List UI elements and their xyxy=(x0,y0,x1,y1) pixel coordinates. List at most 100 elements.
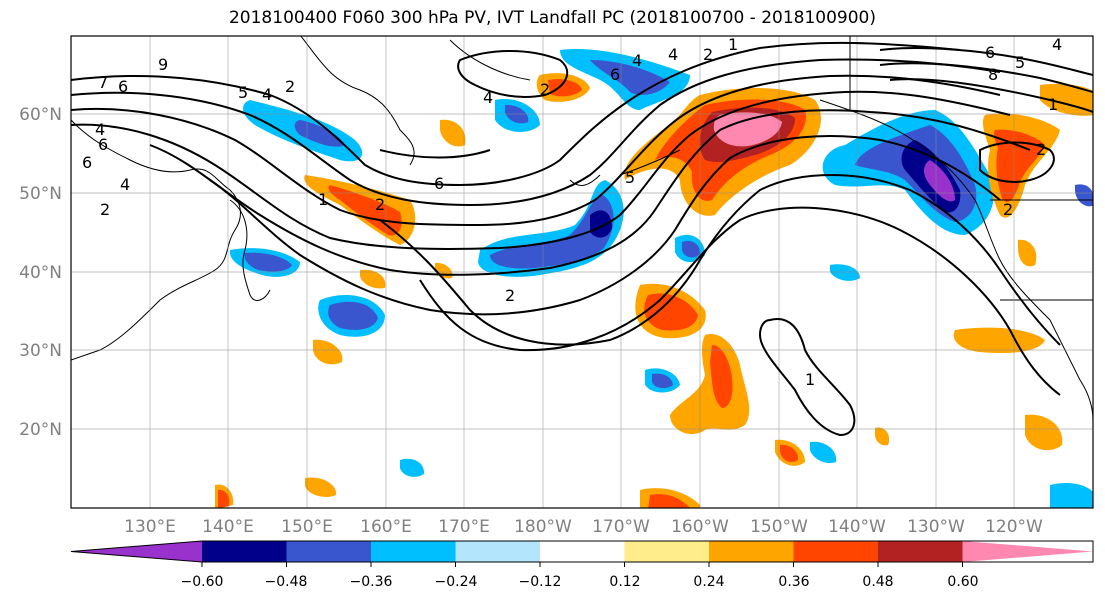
contour-label: 4 xyxy=(1052,35,1062,54)
contour-label: 5 xyxy=(238,83,248,102)
contour-label: 5 xyxy=(625,168,635,187)
contour-label: 4 xyxy=(632,51,642,70)
shading-blob xyxy=(244,252,292,272)
contour-label: 1 xyxy=(1048,95,1058,114)
contour-label: 7 xyxy=(98,73,108,92)
colorbar-bin xyxy=(540,541,625,562)
colorbar-tick-label: 0.36 xyxy=(778,574,809,590)
contour-label: 4 xyxy=(668,45,678,64)
colorbar: −0.60 −0.48 −0.36 −0.24 −0.12 0.12 0.24 … xyxy=(70,540,1094,590)
shading-blob xyxy=(590,60,670,95)
contour-label: 6 xyxy=(434,174,444,193)
shading-blob xyxy=(548,79,582,97)
shading-blob xyxy=(993,129,1045,203)
shading-blob xyxy=(360,269,386,289)
shading-blob xyxy=(590,210,612,238)
lon-label: 140°E xyxy=(202,517,254,537)
shading-blob xyxy=(1050,483,1093,508)
lon-label: 140°W xyxy=(828,517,886,537)
colorbar-ticks: −0.60 −0.48 −0.36 −0.24 −0.12 0.12 0.24 … xyxy=(181,574,979,590)
shading-blob xyxy=(490,195,614,269)
shading-blob xyxy=(400,458,425,477)
lat-label: 30°N xyxy=(19,341,62,361)
colorbar-tick-label: 0.48 xyxy=(862,574,893,590)
map-area xyxy=(71,36,1093,508)
contour-label: 2 xyxy=(375,195,385,214)
contour-label: 6 xyxy=(118,77,128,96)
shading-blob xyxy=(648,494,690,508)
lon-label: 160°E xyxy=(360,517,412,537)
shading-blob xyxy=(780,444,799,463)
shading-blob xyxy=(874,427,890,446)
colorbar-tick-label: −0.48 xyxy=(265,574,308,590)
lon-label: 170°W xyxy=(592,517,650,537)
shading-blob xyxy=(682,240,701,258)
shading-blob xyxy=(713,112,782,147)
shading-blob xyxy=(710,345,733,408)
shading-blob xyxy=(670,334,750,435)
shading-blob xyxy=(830,264,860,281)
contour-label: 2 xyxy=(540,80,550,99)
lat-label: 40°N xyxy=(19,263,62,283)
contour-label: 2 xyxy=(100,200,110,219)
colorbar-tick-label: 0.60 xyxy=(947,574,978,590)
colorbar-tick-label: 0.12 xyxy=(609,574,640,590)
colorbar-bin xyxy=(962,541,1093,562)
shading-blob xyxy=(313,339,343,365)
lat-label: 20°N xyxy=(19,420,62,440)
colorbar-bin xyxy=(624,541,709,562)
pv-contours xyxy=(71,41,1093,437)
contour-label: 1 xyxy=(805,370,815,389)
contour-label: 4 xyxy=(95,120,105,139)
colorbar-bin xyxy=(455,541,540,562)
colorbar-bin xyxy=(371,541,456,562)
contour-label: 6 xyxy=(98,135,108,154)
ivt-shading xyxy=(215,49,1093,508)
colorbar-tick-label: −0.60 xyxy=(181,574,224,590)
contour-label: 1 xyxy=(728,35,738,54)
contour-label: 4 xyxy=(483,88,493,107)
lon-label: 120°W xyxy=(985,517,1043,537)
contour-label: 8 xyxy=(988,65,998,84)
contour-label: 1 xyxy=(318,190,328,209)
lon-label: 160°W xyxy=(671,517,729,537)
lon-label: 170°E xyxy=(438,517,490,537)
shading-blob xyxy=(1025,414,1063,451)
colorbar-bin xyxy=(202,541,287,562)
contour-label: 9 xyxy=(158,55,168,74)
shading-blob xyxy=(810,441,837,464)
colorbar-tick-label: −0.36 xyxy=(350,574,393,590)
graticule xyxy=(71,36,1093,508)
contour-label: 6 xyxy=(610,65,620,84)
map-frame xyxy=(70,35,1094,509)
contour-label: 2 xyxy=(285,77,295,96)
contour-labels: 9 6 4 2 7 6 4 2 5 4 2 1 6 4 5 2 2 6 4 1 … xyxy=(82,35,1062,389)
contour-label: 4 xyxy=(120,175,130,194)
colorbar-tick-label: −0.24 xyxy=(435,574,478,590)
contour-label: 6 xyxy=(985,43,995,62)
shading-blob xyxy=(218,489,230,508)
shading-blob xyxy=(1018,239,1037,267)
contour-label: 2 xyxy=(1036,140,1046,159)
shading-blob xyxy=(924,160,955,202)
lon-label: 130°W xyxy=(907,517,965,537)
colorbar-bins xyxy=(70,540,1094,567)
contour-label: 2 xyxy=(505,286,515,305)
colorbar-bin xyxy=(878,541,963,562)
coastlines xyxy=(71,36,1093,421)
contour-label: 4 xyxy=(262,85,272,104)
lat-label: 50°N xyxy=(19,184,62,204)
contour-label: 2 xyxy=(703,45,713,64)
contour-label: 2 xyxy=(1003,200,1013,219)
shading-blob xyxy=(440,119,466,147)
lon-label: 180°W xyxy=(514,517,572,537)
lon-label: 150°W xyxy=(750,517,808,537)
shading-blob xyxy=(1075,184,1093,207)
contour-label: 5 xyxy=(1015,53,1025,72)
shading-blob xyxy=(652,373,673,389)
lat-axis-labels: 60°N 50°N 40°N 30°N 20°N xyxy=(19,105,62,440)
contour-label: 6 xyxy=(82,153,92,172)
colorbar-bin xyxy=(286,541,371,562)
colorbar-bin xyxy=(793,541,878,562)
